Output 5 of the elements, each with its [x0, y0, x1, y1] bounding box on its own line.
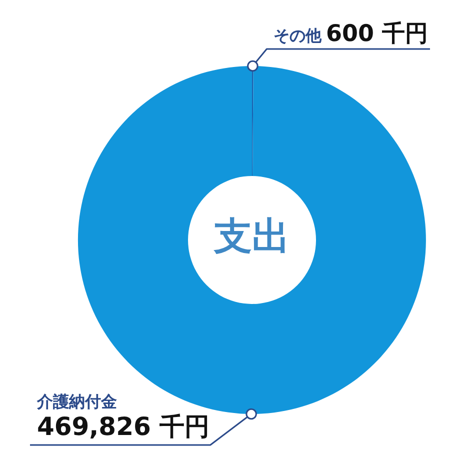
slice-label: 介護納付金	[36, 392, 117, 411]
data-label: 600 千円	[326, 21, 428, 47]
data-label: 469,826 千円	[37, 412, 210, 441]
slice-label: その他	[274, 26, 323, 45]
text: 支出	[213, 214, 290, 258]
